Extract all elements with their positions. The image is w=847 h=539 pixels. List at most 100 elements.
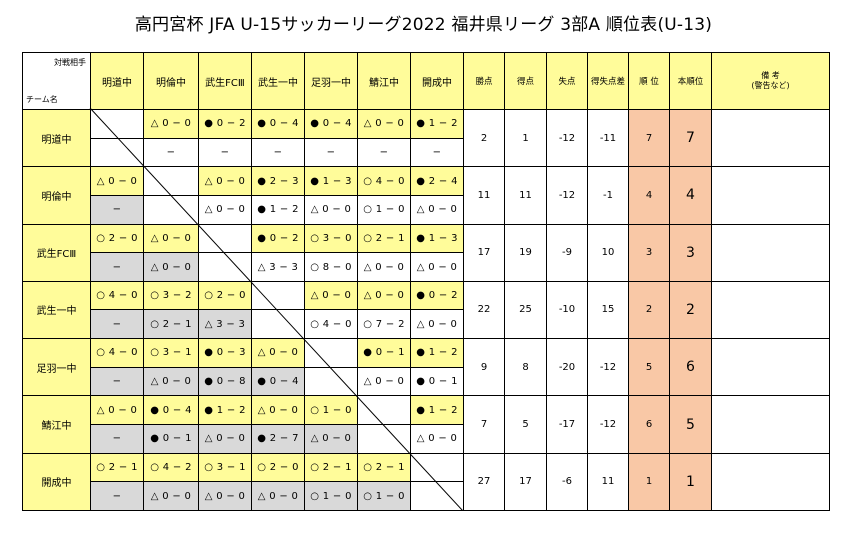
goals-for-cell: 19 (504, 223, 547, 282)
goal-diff-cell: 15 (587, 280, 629, 340)
match-result-first: △ 0 − 0 (143, 109, 199, 139)
match-result-second: ○ 8 − 0 (304, 252, 358, 282)
notes-cell (711, 223, 830, 282)
match-result-second: ● 0 − 1 (143, 424, 199, 454)
match-result-first: ● 1 − 3 (410, 223, 464, 254)
match-result-second: ● 1 − 2 (251, 194, 305, 225)
goals-against-cell: -12 (546, 166, 588, 225)
points-cell: 2 (463, 108, 505, 168)
final-rank-cell: 6 (669, 338, 712, 397)
goals-for-cell: 25 (504, 280, 547, 340)
goals-against-cell: -20 (546, 338, 588, 397)
points-cell: 7 (463, 395, 505, 454)
col-header-points: 勝点 (463, 52, 505, 110)
team-name: 鯖江中 (22, 395, 91, 454)
self-cell (90, 109, 144, 139)
self-cell (304, 366, 358, 397)
col-header-team: 足羽一中 (304, 52, 358, 110)
final-rank-cell: 2 (669, 280, 712, 340)
goal-diff-cell: 11 (587, 452, 629, 512)
team-row-first: 明道中 △ 0 − 0 ● 0 − 2 ● 0 − 4 ● 0 − 4 △ 0 − 0 ● … (22, 108, 830, 168)
goals-against-cell: -17 (546, 395, 588, 454)
self-cell (198, 252, 252, 282)
team-name: 明道中 (22, 108, 91, 168)
notes-cell (711, 108, 830, 168)
self-cell (251, 280, 305, 311)
match-result-second: − (251, 137, 305, 168)
goals-against-cell: -9 (546, 223, 588, 282)
rank-cell: 1 (628, 452, 670, 512)
points-cell: 9 (463, 338, 505, 397)
match-result-first: ● 0 − 2 (251, 223, 305, 254)
col-header-team: 武生FCⅢ (198, 52, 252, 110)
page-title: 高円宮杯 JFA U-15サッカーリーグ2022 福井県リーグ 3部A 順位表(… (134, 15, 713, 35)
match-result-second: ○ 1 − 0 (357, 194, 411, 225)
col-header-team: 明道中 (90, 52, 144, 110)
match-result-first: △ 0 − 0 (90, 395, 144, 426)
col-header-team: 鯖江中 (357, 52, 411, 110)
col-header-goals-against: 失点 (546, 52, 588, 110)
opponent-label: 対戦相手 (54, 58, 86, 67)
match-result-first: ○ 4 − 0 (90, 280, 144, 311)
match-result-second: − (143, 137, 199, 168)
notes-label: 備 考 (761, 71, 780, 80)
goal-diff-cell: -12 (587, 338, 629, 397)
points-cell: 11 (463, 166, 505, 225)
match-result-first: ● 0 − 4 (304, 109, 358, 139)
team-row-first: 鯖江中 △ 0 − 0 ● 0 − 4 ● 1 − 2 △ 0 − 0 ○ 1 − 0 ● … (22, 395, 830, 454)
goals-for-cell: 5 (504, 395, 547, 454)
match-result-second: − (198, 137, 252, 168)
team-row-first: 開成中 ○ 2 − 1 ○ 4 − 2 ○ 3 − 1 ○ 2 − 0 ○ 2 − 1 ○ … (22, 452, 830, 512)
match-result-first: ● 2 − 3 (251, 166, 305, 196)
self-cell (143, 166, 199, 196)
match-result-second: − (90, 194, 144, 225)
match-result-first: ● 2 − 4 (410, 166, 464, 196)
match-result-first: ● 1 − 3 (304, 166, 358, 196)
match-result-second: △ 0 − 0 (304, 194, 358, 225)
match-result-first: ● 0 − 1 (357, 338, 411, 368)
team-row-first: 明倫中 △ 0 − 0 △ 0 − 0 ● 2 − 3 ● 1 − 3 ○ 4 − 0 ● … (22, 166, 830, 225)
points-cell: 27 (463, 452, 505, 512)
match-result-second: △ 3 − 3 (251, 252, 305, 282)
match-result-first: ● 1 − 2 (410, 395, 464, 426)
match-result-second: ○ 7 − 2 (357, 309, 411, 340)
goals-for-cell: 8 (504, 338, 547, 397)
match-result-first: ○ 4 − 0 (357, 166, 411, 196)
team-label: チーム名 (26, 95, 58, 104)
col-header-final-rank: 本順位 (669, 52, 712, 110)
match-result-second: − (304, 137, 358, 168)
match-result-first: ○ 2 − 1 (357, 452, 411, 483)
match-result-second: △ 0 − 0 (410, 309, 464, 340)
match-result-second: △ 0 − 0 (410, 252, 464, 282)
col-header-goals-for: 得点 (504, 52, 547, 110)
match-result-first: ● 1 − 2 (410, 338, 464, 368)
match-result-second: ○ 4 − 0 (304, 309, 358, 340)
corner-header: 対戦相手 チーム名 (22, 52, 91, 110)
match-result-first: △ 0 − 0 (143, 223, 199, 254)
rank-cell: 6 (628, 395, 670, 454)
team-row-first: 武生FCⅢ ○ 2 − 0 △ 0 − 0 ● 0 − 2 ○ 3 − 0 ○ 2 − 1… (22, 223, 830, 282)
match-result-second: △ 0 − 0 (410, 194, 464, 225)
rank-cell: 7 (628, 108, 670, 168)
team-row-first: 足羽一中 ○ 4 − 0 ○ 3 − 1 ● 0 − 3 △ 0 − 0 ● 0 − 1 ●… (22, 338, 830, 397)
col-header-goal-diff: 得失点差 (587, 52, 629, 110)
match-result-second: ○ 1 − 0 (304, 481, 358, 511)
match-result-first: ○ 2 − 0 (198, 280, 252, 311)
team-name: 開成中 (22, 452, 91, 512)
match-result-second: △ 0 − 0 (198, 424, 252, 454)
match-result-second: △ 0 − 0 (251, 481, 305, 511)
match-result-first: ○ 3 − 1 (198, 452, 252, 483)
self-cell (357, 395, 411, 426)
match-result-first: ○ 2 − 1 (90, 452, 144, 483)
match-result-first: △ 0 − 0 (304, 280, 358, 311)
self-cell (143, 194, 199, 225)
match-result-first: ● 0 − 2 (410, 280, 464, 311)
match-result-first: ○ 2 − 0 (251, 452, 305, 483)
match-result-first: △ 0 − 0 (90, 166, 144, 196)
match-result-second: − (90, 424, 144, 454)
match-result-first: ● 0 − 4 (143, 395, 199, 426)
match-result-second: ● 0 − 4 (251, 366, 305, 397)
match-result-first: ● 0 − 3 (198, 338, 252, 368)
match-result-first: △ 0 − 0 (251, 395, 305, 426)
self-cell (410, 452, 464, 483)
